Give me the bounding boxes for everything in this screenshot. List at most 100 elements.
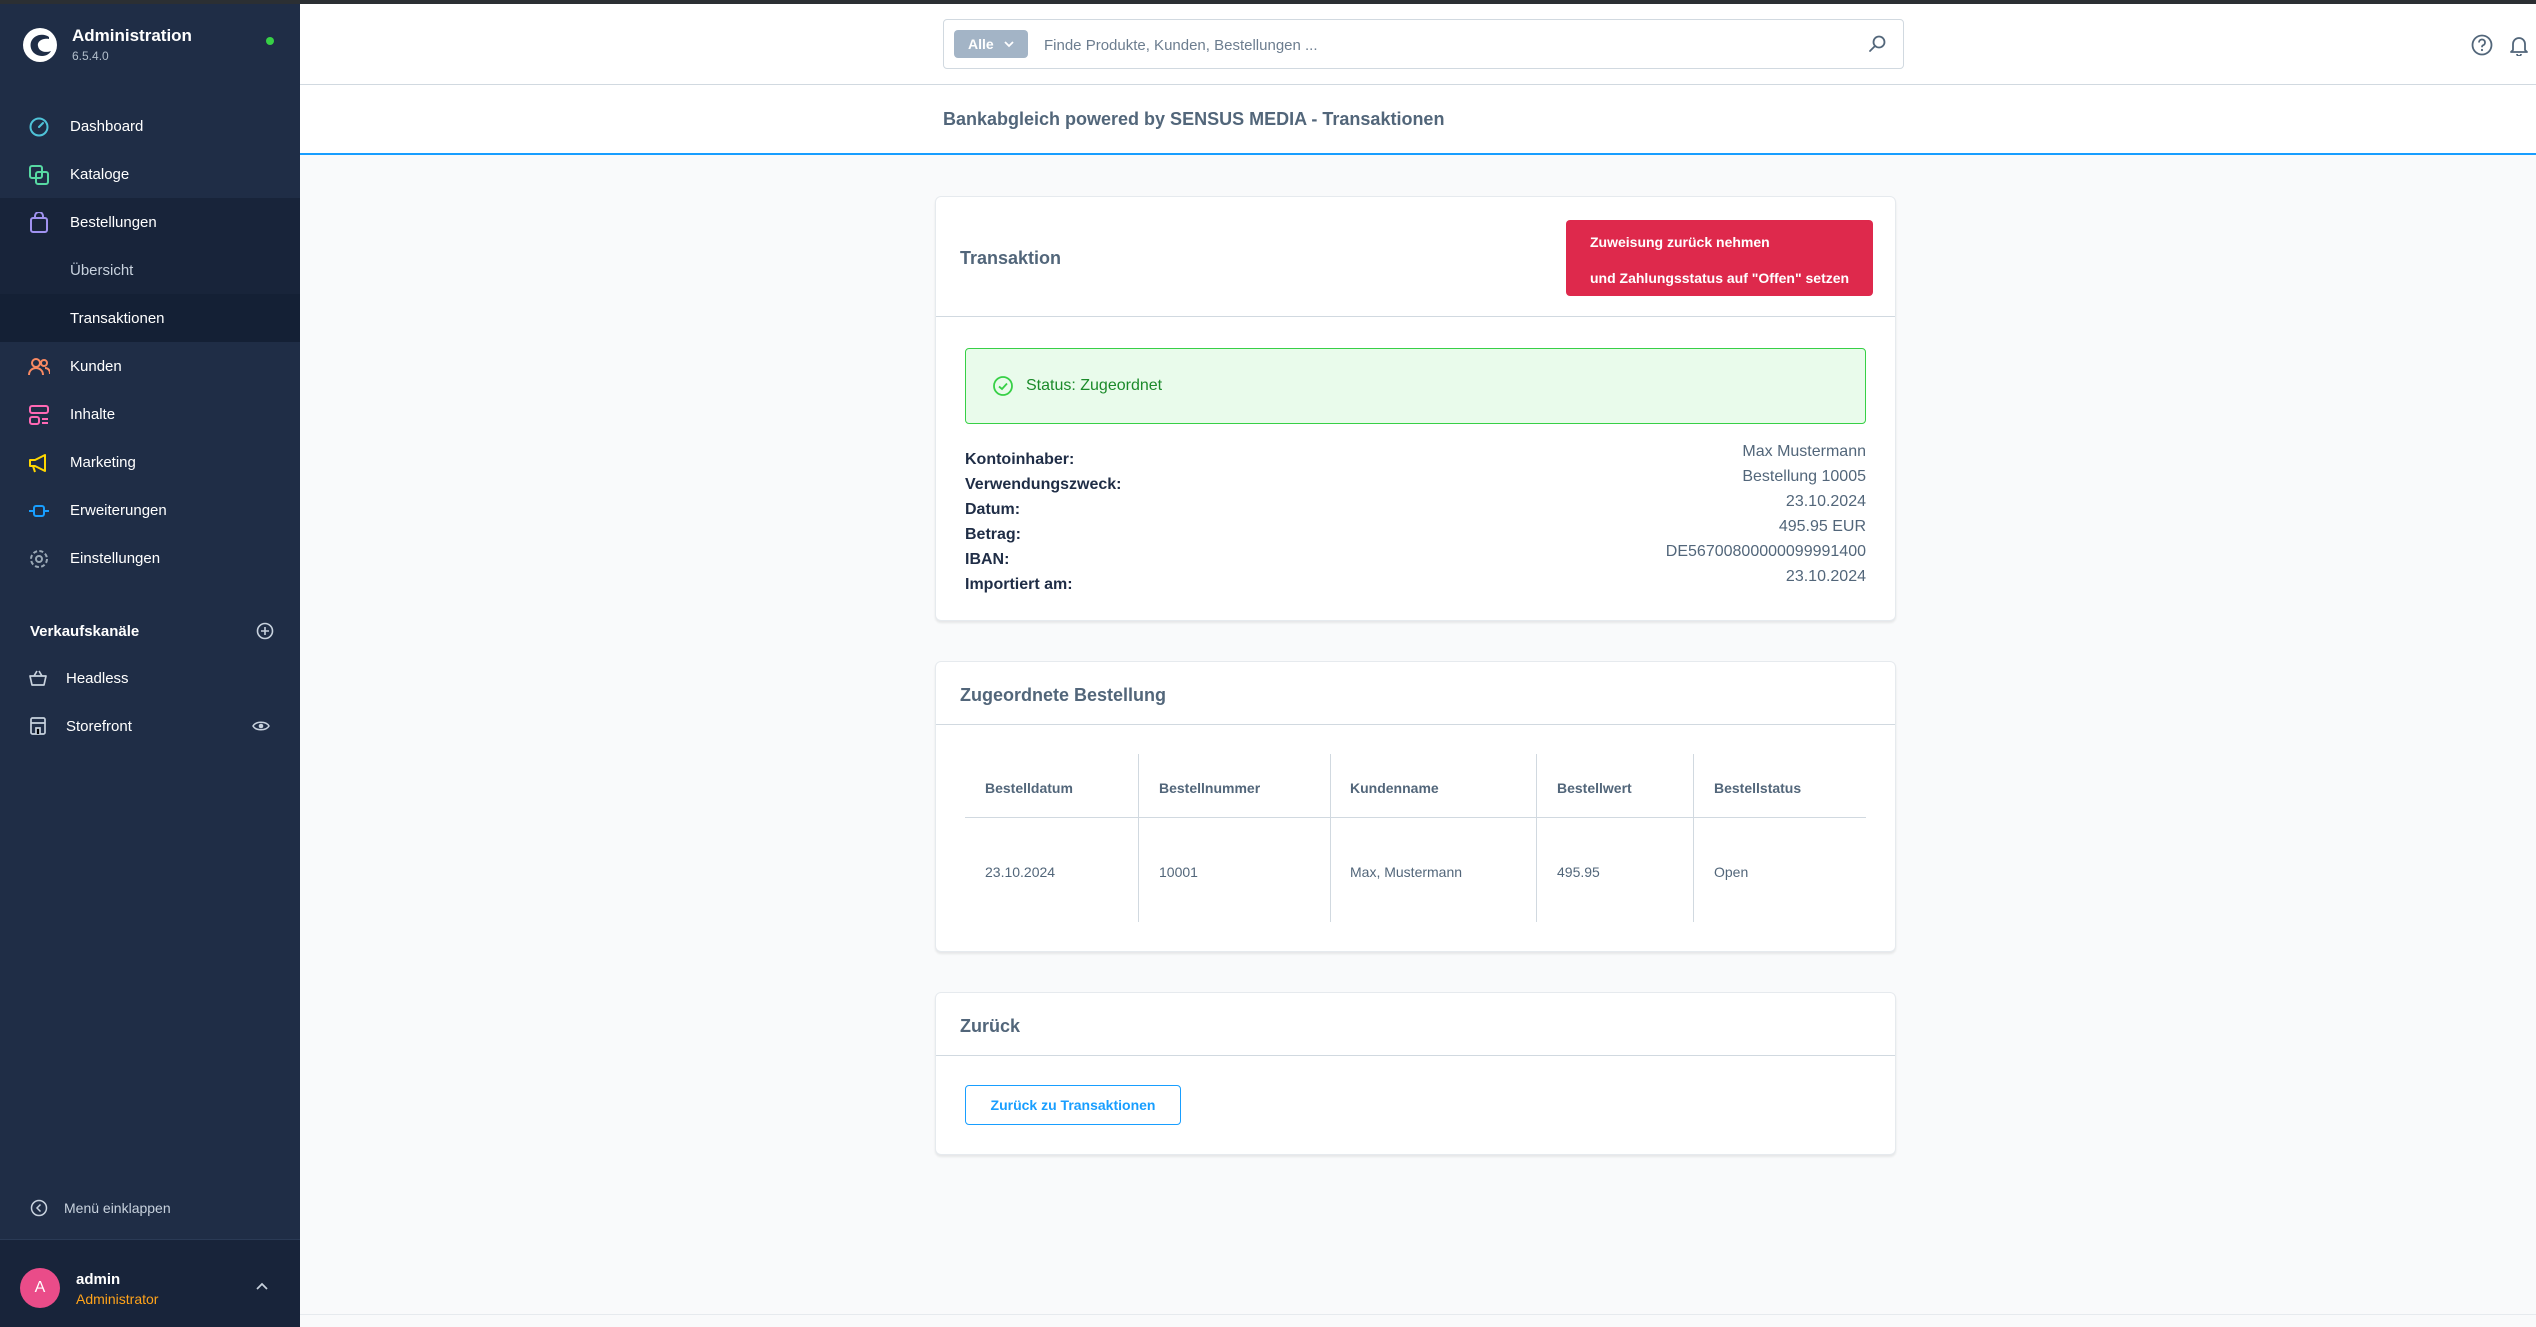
shopware-logo-icon xyxy=(23,27,57,62)
bell-icon[interactable] xyxy=(2508,34,2530,56)
sidebar-item-inhalte[interactable]: Inhalte xyxy=(0,390,300,438)
user-role: Administrator xyxy=(76,1291,159,1307)
back-card-title: Zurück xyxy=(960,1016,1021,1036)
field-value: 23.10.2024 xyxy=(1785,493,1866,510)
plug-icon xyxy=(29,505,49,517)
search-type-label: Alle xyxy=(968,36,994,52)
field-label: Kontoinhaber: xyxy=(965,451,1075,468)
sidebar-item-label: Inhalte xyxy=(70,405,116,423)
top-header: Alle xyxy=(300,4,2536,85)
unassign-button-line1: Zuweisung zurück nehmen xyxy=(1590,234,1770,250)
sidebar-subitem-transaktionen[interactable]: Transaktionen xyxy=(0,294,300,342)
check-circle-icon xyxy=(993,376,1013,396)
search-input[interactable] xyxy=(1044,32,1844,58)
sales-channel-label: Headless xyxy=(66,669,129,687)
search-icon[interactable] xyxy=(1868,34,1888,54)
brand[interactable]: Administration 6.5.4.0 xyxy=(22,26,192,63)
sales-channels-heading: Verkaufskanäle xyxy=(30,622,274,640)
status-alert: Status: Zugeordnet xyxy=(965,348,1866,424)
field-label: Verwendungszweck: xyxy=(965,476,1122,493)
sidebar-item-kunden[interactable]: Kunden xyxy=(0,342,300,390)
sidebar-item-bestellungen[interactable]: Bestellungen xyxy=(0,198,300,246)
field-value: Bestellung 10005 xyxy=(1742,468,1866,485)
table-cell-date: 23.10.2024 xyxy=(985,864,1056,880)
sidebar-item-dashboard[interactable]: Dashboard xyxy=(0,102,300,150)
back-to-transactions-button[interactable]: Zurück zu Transaktionen xyxy=(965,1085,1181,1125)
window-top-strip xyxy=(0,0,2536,4)
gear-icon xyxy=(30,550,48,568)
sidebar-item-erweiterungen[interactable]: Erweiterungen xyxy=(0,486,300,534)
sidebar-item-kataloge[interactable]: Kataloge xyxy=(0,150,300,198)
footer-divider xyxy=(300,1314,2536,1315)
chevron-left-circle-icon xyxy=(30,1199,48,1217)
sidebar-item-label: Bestellungen xyxy=(70,213,157,231)
eye-icon[interactable] xyxy=(252,718,270,734)
column-header-bestellnummer[interactable]: Bestellnummer xyxy=(1159,780,1261,796)
transaction-card-header: Transaktion Zuweisung zurück nehmen und … xyxy=(936,197,1895,317)
column-header-bestellwert[interactable]: Bestellwert xyxy=(1557,780,1632,796)
field-value: DE56700800000099991400 xyxy=(1665,543,1866,560)
table-cell-order-value: 495.95 xyxy=(1557,864,1600,880)
sidebar-item-marketing[interactable]: Marketing xyxy=(0,438,300,486)
table-divider xyxy=(965,817,1866,818)
column-header-bestelldatum[interactable]: Bestelldatum xyxy=(985,780,1073,796)
field-importiert-am: Importiert am: 23.10.2024 xyxy=(965,568,1866,597)
unassign-button-line2: und Zahlungsstatus auf "Offen" setzen xyxy=(1590,270,1850,286)
field-label: Datum: xyxy=(965,501,1021,518)
status-text: Status: Zugeordnet xyxy=(1026,377,1163,394)
field-label: Betrag: xyxy=(965,526,1022,543)
transaction-card-title: Transaktion xyxy=(960,248,1062,268)
sidebar-item-label: Erweiterungen xyxy=(70,501,167,519)
chevron-up-icon[interactable] xyxy=(256,1282,268,1290)
field-verwendungszweck: Verwendungszweck: Bestellung 10005 xyxy=(965,468,1866,497)
field-value: 495.95 EUR xyxy=(1778,518,1866,535)
search-type-select[interactable]: Alle xyxy=(954,30,1028,58)
collapse-menu-label: Menü einklappen xyxy=(64,1200,171,1216)
collapse-menu-button[interactable]: Menü einklappen xyxy=(30,1199,171,1217)
sidebar-item-label: Kataloge xyxy=(70,165,130,183)
column-header-bestellstatus[interactable]: Bestellstatus xyxy=(1714,780,1802,796)
field-kontoinhaber: Kontoinhaber: Max Mustermann xyxy=(965,443,1866,472)
online-status-dot xyxy=(266,37,274,45)
table-cell-order-status: Open xyxy=(1714,864,1749,880)
sidebar-item-label: Dashboard xyxy=(70,117,144,135)
sidebar-item-einstellungen[interactable]: Einstellungen xyxy=(0,534,300,582)
sidebar: Administration 6.5.4.0 Dashboard Katalog… xyxy=(0,4,300,1327)
transaction-card: Transaktion Zuweisung zurück nehmen und … xyxy=(935,196,1896,621)
catalog-icon xyxy=(29,165,49,185)
assigned-order-card: Zugeordnete Bestellung Bestelldatum Best… xyxy=(935,661,1896,952)
app-title: Administration xyxy=(72,26,192,45)
column-header-kundenname[interactable]: Kundenname xyxy=(1350,780,1439,796)
global-search: Alle xyxy=(943,19,1904,69)
shopping-bag-icon xyxy=(30,212,48,233)
field-label: IBAN: xyxy=(965,551,1010,568)
sales-channel-headless[interactable]: Headless xyxy=(0,654,300,702)
megaphone-icon xyxy=(29,454,46,473)
dashboard-icon xyxy=(29,117,49,137)
user-profile[interactable]: A admin Administrator xyxy=(0,1239,300,1327)
help-icon[interactable] xyxy=(2471,34,2493,56)
column-divider xyxy=(1693,754,1694,922)
avatar: A xyxy=(20,1268,60,1308)
field-value: 23.10.2024 xyxy=(1785,568,1866,585)
table-cell-order-number[interactable]: 10001 xyxy=(1159,864,1198,880)
field-betrag: Betrag: 495.95 EUR xyxy=(965,518,1866,547)
sales-channel-label: Storefront xyxy=(66,717,132,735)
add-circle-icon[interactable] xyxy=(256,622,274,640)
sidebar-subitem-label: Transaktionen xyxy=(70,309,165,327)
assigned-order-card-header: Zugeordnete Bestellung xyxy=(936,662,1895,725)
back-card: Zurück Zurück zu Transaktionen xyxy=(935,992,1896,1155)
storefront-icon xyxy=(30,717,46,735)
sidebar-subitem-uebersicht[interactable]: Übersicht xyxy=(0,246,300,294)
field-datum: Datum: 23.10.2024 xyxy=(965,493,1866,522)
column-divider xyxy=(1536,754,1537,922)
user-name: admin xyxy=(76,1271,121,1288)
back-card-header: Zurück xyxy=(936,993,1895,1056)
smart-bar: Bankabgleich powered by SENSUS MEDIA - T… xyxy=(300,85,2536,155)
field-value: Max Mustermann xyxy=(1742,443,1866,460)
content-icon xyxy=(29,405,49,425)
unassign-button[interactable]: Zuweisung zurück nehmen und Zahlungsstat… xyxy=(1566,220,1873,296)
table-cell-customer-name: Max, Mustermann xyxy=(1350,864,1463,880)
sales-channel-storefront[interactable]: Storefront xyxy=(0,702,300,750)
page-title: Bankabgleich powered by SENSUS MEDIA - T… xyxy=(943,109,1445,129)
